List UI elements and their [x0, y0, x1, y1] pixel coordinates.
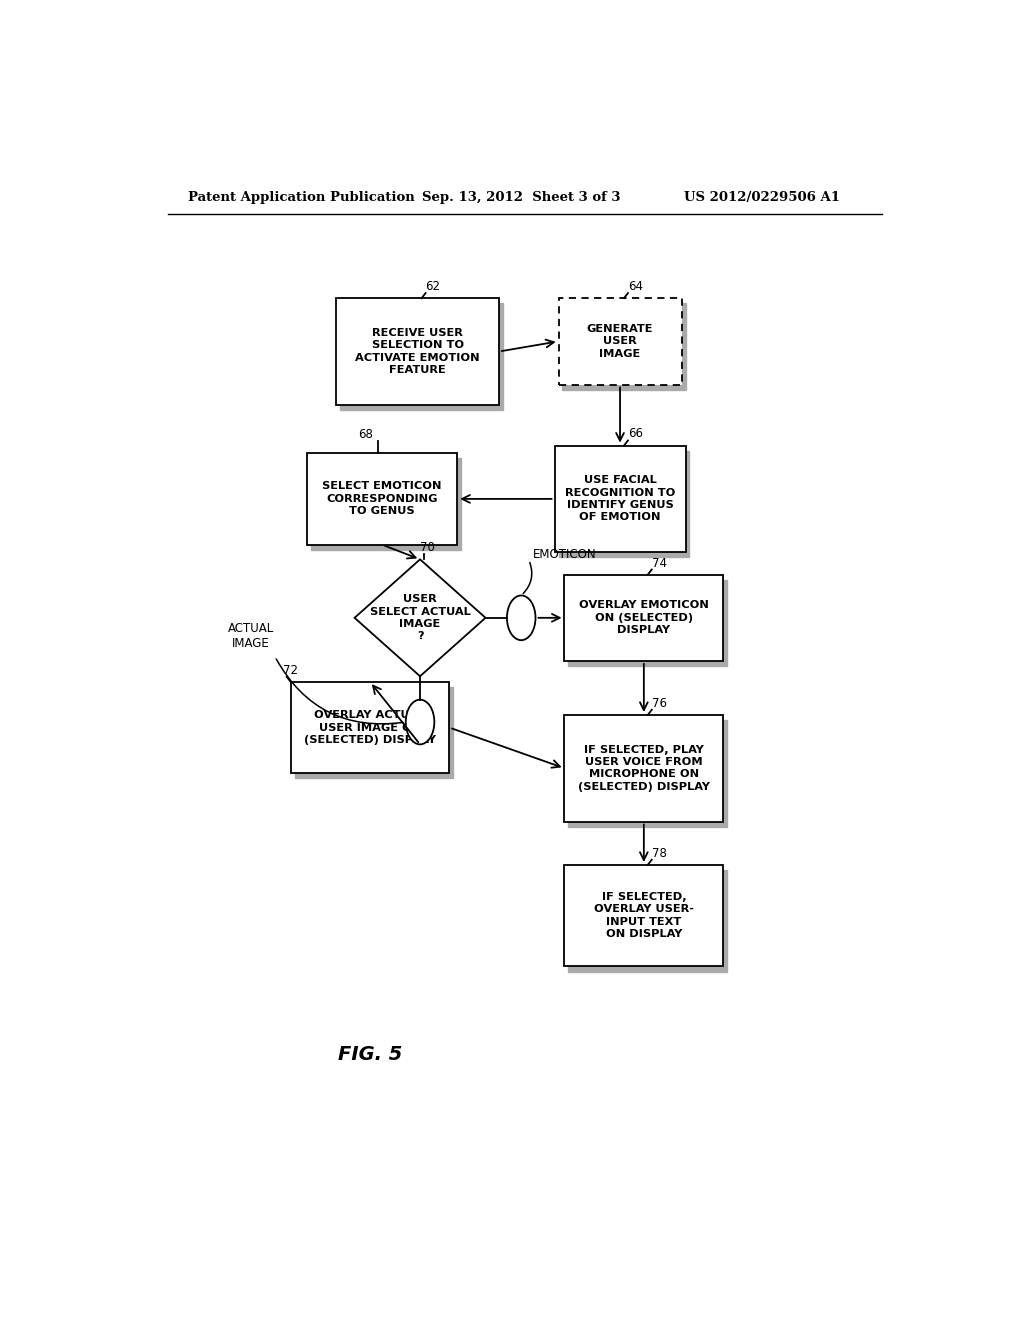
- Text: IF SELECTED,
OVERLAY USER-
INPUT TEXT
ON DISPLAY: IF SELECTED, OVERLAY USER- INPUT TEXT ON…: [594, 892, 694, 940]
- FancyBboxPatch shape: [310, 458, 462, 549]
- Text: SELECT EMOTICON
CORRESPONDING
TO GENUS: SELECT EMOTICON CORRESPONDING TO GENUS: [323, 482, 441, 516]
- Text: IF SELECTED, PLAY
USER VOICE FROM
MICROPHONE ON
(SELECTED) DISPLAY: IF SELECTED, PLAY USER VOICE FROM MICROP…: [578, 744, 710, 792]
- FancyBboxPatch shape: [568, 870, 727, 972]
- FancyBboxPatch shape: [564, 574, 723, 661]
- Text: 64: 64: [628, 280, 643, 293]
- Text: 70: 70: [420, 541, 435, 554]
- FancyBboxPatch shape: [568, 579, 727, 667]
- Text: Sep. 13, 2012  Sheet 3 of 3: Sep. 13, 2012 Sheet 3 of 3: [422, 190, 621, 203]
- Text: OVERLAY EMOTICON
ON (SELECTED)
DISPLAY: OVERLAY EMOTICON ON (SELECTED) DISPLAY: [579, 601, 709, 635]
- FancyBboxPatch shape: [568, 719, 727, 826]
- FancyBboxPatch shape: [564, 715, 723, 821]
- Text: 78: 78: [652, 846, 667, 859]
- Text: 72: 72: [283, 664, 298, 677]
- Text: 62: 62: [426, 280, 440, 293]
- Text: 76: 76: [652, 697, 667, 710]
- Text: US 2012/0229506 A1: US 2012/0229506 A1: [684, 190, 840, 203]
- FancyBboxPatch shape: [555, 446, 685, 552]
- Text: EMOTICON: EMOTICON: [532, 548, 596, 561]
- FancyBboxPatch shape: [558, 298, 682, 384]
- Text: GENERATE
USER
IMAGE: GENERATE USER IMAGE: [587, 323, 653, 359]
- Text: 74: 74: [652, 557, 667, 569]
- Text: ACTUAL
IMAGE: ACTUAL IMAGE: [228, 622, 274, 651]
- Polygon shape: [354, 560, 485, 676]
- Text: FIG. 5: FIG. 5: [338, 1045, 402, 1064]
- Text: USER
SELECT ACTUAL
IMAGE
?: USER SELECT ACTUAL IMAGE ?: [370, 594, 470, 642]
- Text: 68: 68: [358, 428, 373, 441]
- Ellipse shape: [406, 700, 434, 744]
- Text: RECEIVE USER
SELECTION TO
ACTIVATE EMOTION
FEATURE: RECEIVE USER SELECTION TO ACTIVATE EMOTI…: [355, 327, 480, 375]
- Text: USE FACIAL
RECOGNITION TO
IDENTIFY GENUS
OF EMOTION: USE FACIAL RECOGNITION TO IDENTIFY GENUS…: [565, 475, 675, 523]
- FancyBboxPatch shape: [336, 298, 499, 405]
- FancyBboxPatch shape: [295, 686, 454, 779]
- Text: Patent Application Publication: Patent Application Publication: [187, 190, 415, 203]
- FancyBboxPatch shape: [564, 865, 723, 966]
- FancyBboxPatch shape: [291, 682, 450, 774]
- Ellipse shape: [507, 595, 536, 640]
- FancyBboxPatch shape: [562, 304, 685, 389]
- FancyBboxPatch shape: [340, 304, 503, 411]
- Text: 66: 66: [628, 428, 643, 441]
- FancyBboxPatch shape: [558, 450, 689, 557]
- FancyBboxPatch shape: [306, 453, 458, 545]
- Text: OVERLAY ACTUAL
USER IMAGE ON
(SELECTED) DISPLAY: OVERLAY ACTUAL USER IMAGE ON (SELECTED) …: [304, 710, 436, 744]
